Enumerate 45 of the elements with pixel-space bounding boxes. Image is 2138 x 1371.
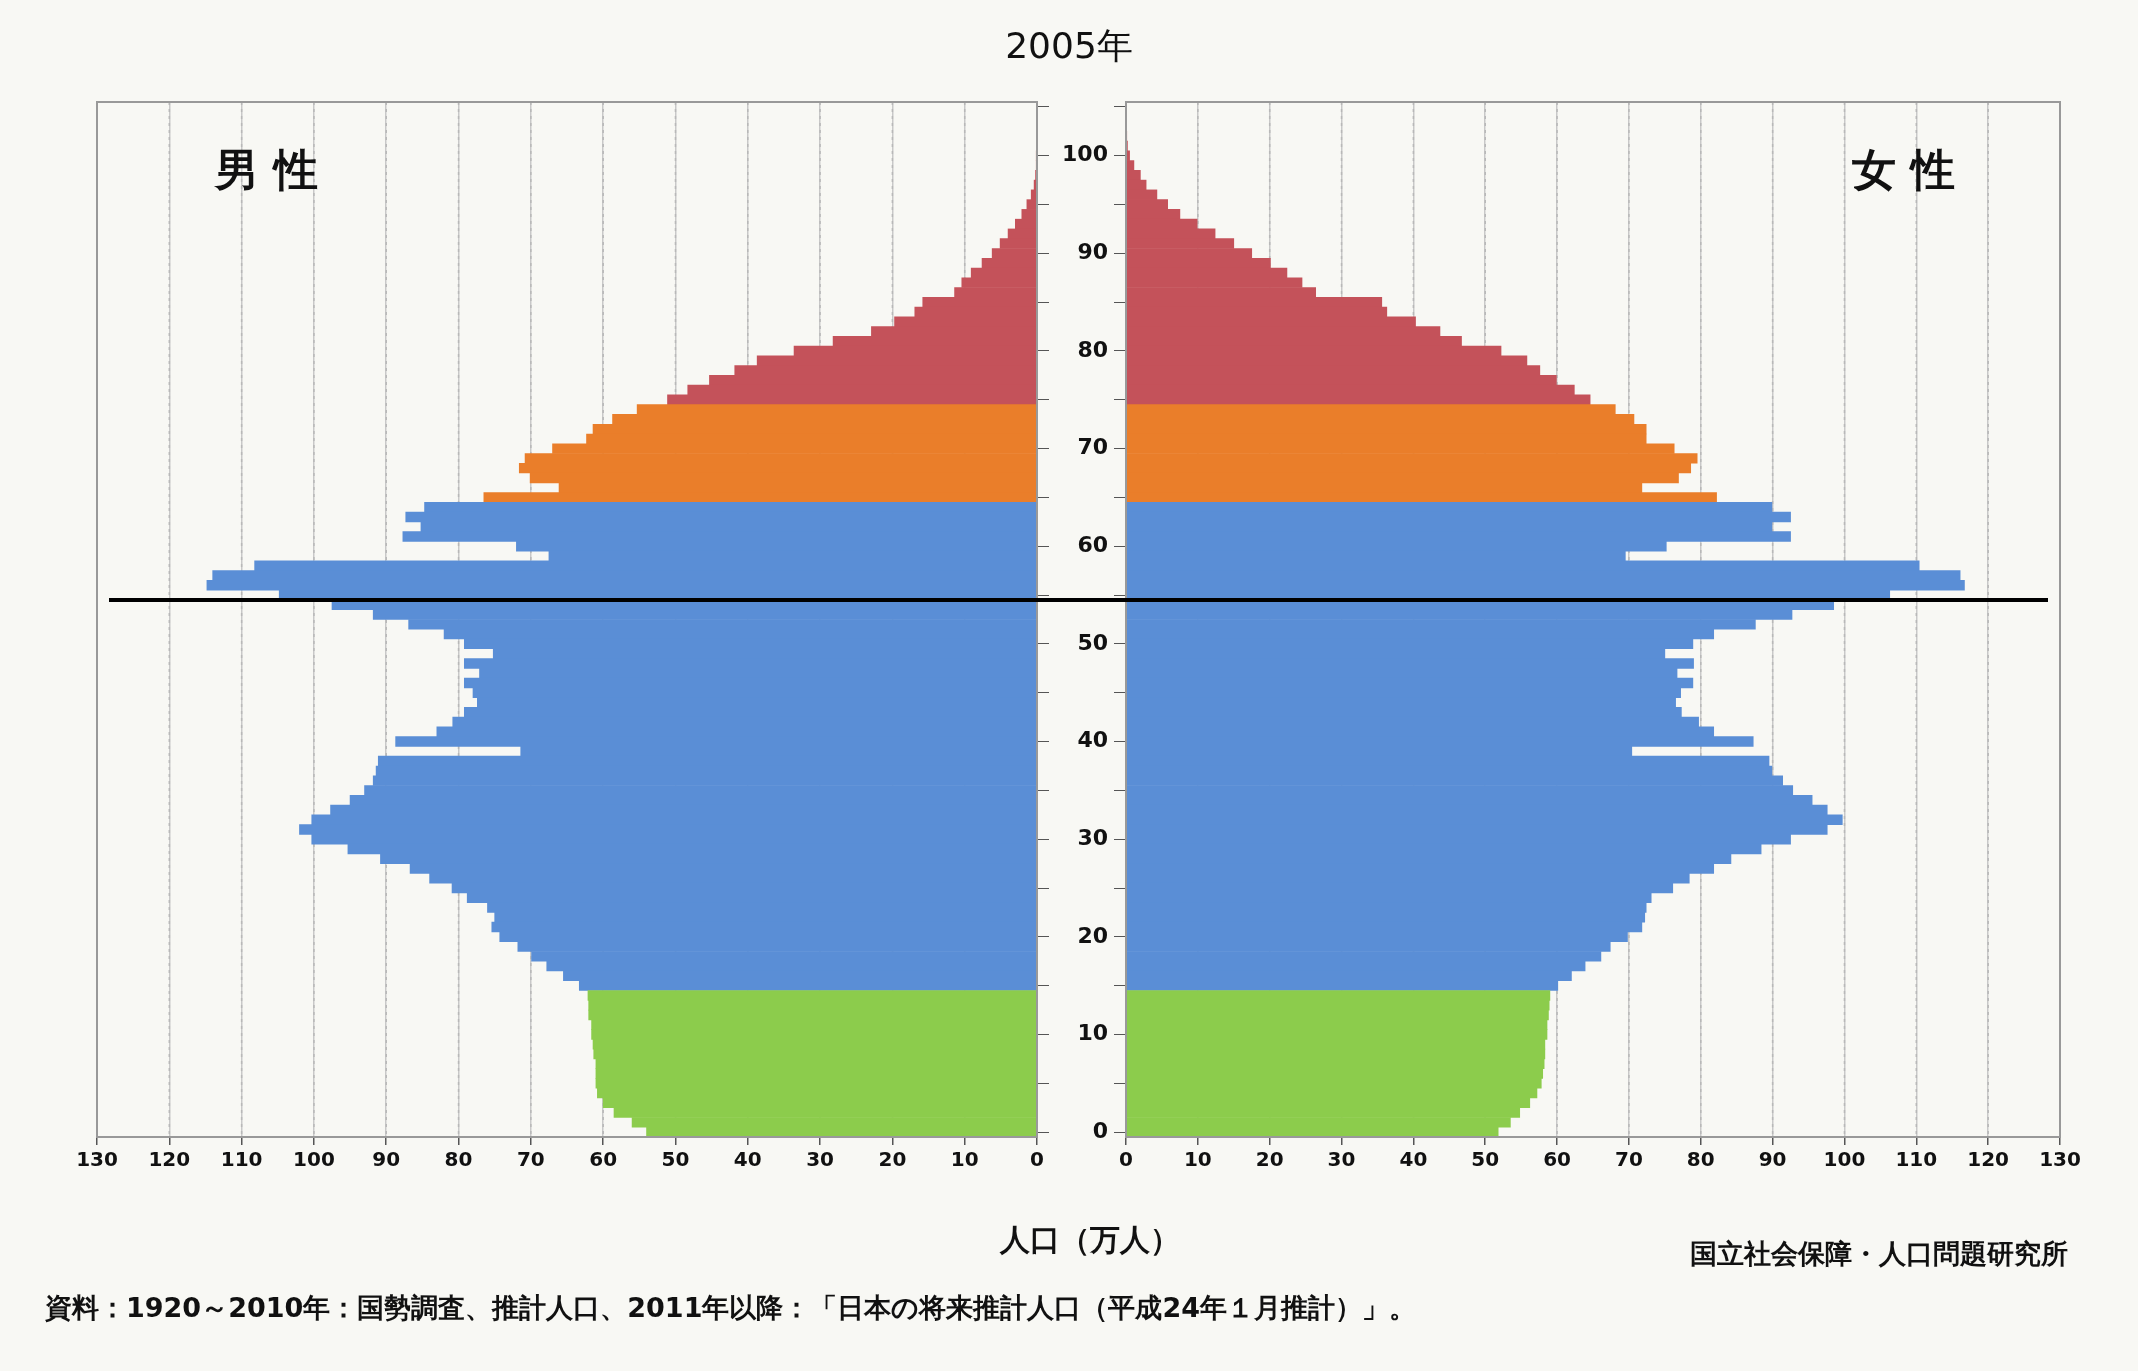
- x-tick-label: 120: [148, 1147, 191, 1172]
- x-tick-label: 90: [1758, 1147, 1787, 1172]
- x-tick-label: 50: [661, 1147, 690, 1172]
- x-tick-label: 60: [589, 1147, 618, 1172]
- x-tick-label: 0: [1030, 1147, 1044, 1172]
- y-tick-label: 80: [1077, 336, 1108, 362]
- y-tick-label: 90: [1077, 239, 1108, 265]
- x-tick-label: 100: [1823, 1147, 1866, 1172]
- y-tick-label: 40: [1077, 727, 1108, 753]
- x-axis-title: 人口（万人）: [1000, 1222, 1180, 1257]
- x-tick-label: 80: [444, 1147, 473, 1172]
- x-tick-label: 50: [1471, 1147, 1500, 1172]
- x-tick-label: 120: [1967, 1147, 2010, 1172]
- annotation: 女 性: [1851, 144, 1955, 196]
- x-tick-label: 110: [1895, 1147, 1938, 1172]
- y-tick-label: 60: [1077, 531, 1108, 557]
- x-tick-label: 80: [1686, 1147, 1715, 1172]
- x-tick-label: 70: [516, 1147, 545, 1172]
- y-tick-label: 0: [1092, 1117, 1108, 1143]
- x-tick-label: 20: [1255, 1147, 1284, 1172]
- x-tick-label: 20: [878, 1147, 907, 1172]
- x-tick-label: 110: [220, 1147, 263, 1172]
- x-tick-label: 10: [1183, 1147, 1212, 1172]
- x-tick-label: 130: [2039, 1147, 2081, 1172]
- text: 資料：1920～2010年：国勢調査、推計人口、2011年以降：「日本の将来推計人口（平成24年１月推計）」。: [45, 1291, 1417, 1325]
- annotation: 男 性: [213, 144, 319, 196]
- x-tick-label: 30: [1327, 1147, 1356, 1172]
- y-tick-label: 70: [1077, 434, 1108, 460]
- chart-title: 2005年: [1004, 24, 1134, 68]
- x-tick-label: 130: [76, 1147, 118, 1172]
- x-tick-label: 10: [950, 1147, 979, 1172]
- x-tick-label: 100: [293, 1147, 335, 1172]
- x-tick-label: 0: [1119, 1147, 1133, 1172]
- y-tick-label: 30: [1077, 824, 1108, 850]
- x-tick-label: 30: [806, 1147, 834, 1172]
- y-tick-label: 50: [1077, 629, 1108, 655]
- x-tick-label: 40: [733, 1147, 762, 1172]
- x-tick-label: 60: [1543, 1147, 1571, 1172]
- y-tick-label: 20: [1077, 922, 1108, 948]
- y-tick-label: 10: [1077, 1020, 1108, 1046]
- text: 国立社会保障・人口問題研究所: [1690, 1237, 2068, 1271]
- y-tick-label: 100: [1062, 141, 1108, 167]
- x-tick-label: 70: [1615, 1147, 1643, 1172]
- x-tick-label: 40: [1399, 1147, 1428, 1172]
- x-tick-label: 90: [372, 1147, 401, 1172]
